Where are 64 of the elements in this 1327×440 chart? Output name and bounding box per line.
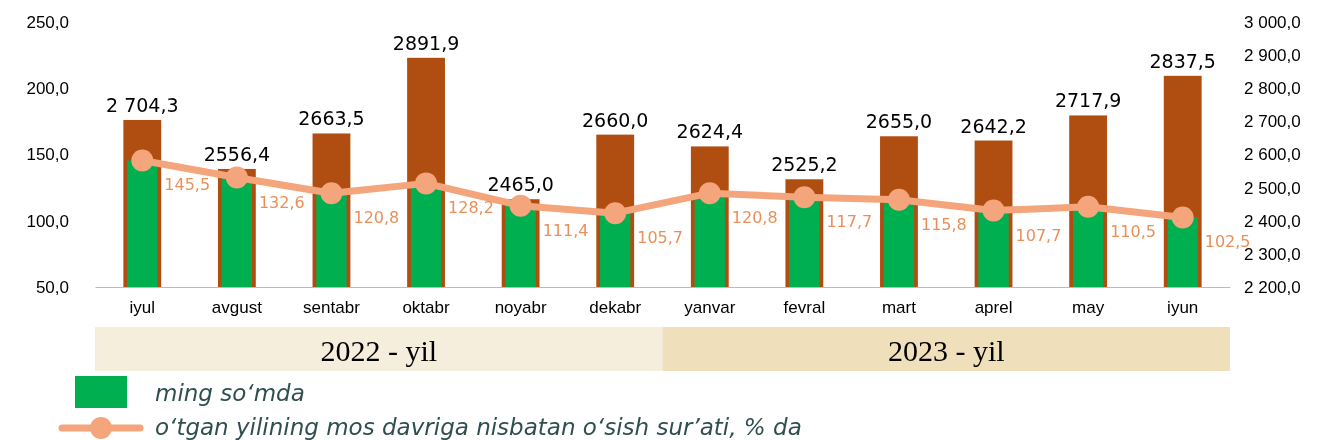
data-label: 128,2	[448, 198, 494, 218]
data-label: 2663,5	[298, 107, 365, 130]
data-label: 110,5	[1110, 221, 1156, 241]
point	[793, 186, 816, 209]
data-label: 2717,9	[1054, 89, 1122, 112]
x-tick-label: noyabr	[494, 298, 547, 318]
x-tick-label: iyun	[1167, 298, 1199, 318]
data-label: 111,4	[542, 220, 589, 240]
legend-label: ming so‘mda	[155, 380, 305, 406]
y2-tick-label: 2 600,0	[1244, 145, 1301, 165]
x-tick-label: sentabr	[303, 298, 361, 318]
data-label: 105,7	[637, 228, 684, 248]
x-tick-label: iyul	[129, 298, 156, 318]
y-tick-label: 50,0	[35, 277, 69, 297]
data-label: 120,8	[731, 208, 778, 228]
data-label: 2465,0	[487, 173, 554, 196]
point	[131, 149, 154, 172]
data-label: 2837,5	[1149, 49, 1216, 72]
data-label: 2556,4	[203, 142, 271, 165]
point	[225, 166, 248, 189]
point	[1171, 206, 1194, 229]
y-tick-label: 150,0	[26, 145, 69, 165]
data-label: 2655,0	[865, 110, 933, 133]
y-tick-label: 200,0	[26, 79, 69, 99]
y-tick-label: 100,0	[26, 211, 69, 231]
x-tick-label: dekabr	[589, 298, 642, 318]
x-tick-label: mart	[881, 298, 917, 318]
y2-tick-label: 2 900,0	[1244, 46, 1301, 66]
point	[1077, 195, 1100, 218]
point	[887, 188, 910, 211]
x-tick-label: may	[1072, 298, 1105, 318]
point	[415, 172, 438, 195]
point	[698, 182, 721, 205]
x-tick-label: oktabr	[402, 298, 450, 318]
data-label: 2525,2	[771, 153, 838, 176]
data-label: 2642,2	[960, 114, 1027, 137]
point	[982, 199, 1005, 222]
data-label: 115,8	[920, 214, 967, 234]
legend-label: o‘tgan yilining mos davriga nisbatan o‘sish sur’ati, % da	[155, 414, 802, 440]
data-label: 117,7	[826, 212, 873, 232]
y2-tick-label: 3 000,0	[1244, 12, 1301, 32]
x-tick-label: aprel	[974, 298, 1013, 318]
x-tick-label: yanvar	[684, 298, 736, 318]
data-label: 120,8	[353, 208, 400, 228]
x-tick-label: fevral	[783, 298, 826, 318]
y-tick-label: 250,0	[26, 12, 69, 32]
data-label: 2 704,3	[106, 93, 179, 116]
y2-tick-label: 2 800,0	[1244, 79, 1301, 99]
point	[320, 182, 343, 205]
point	[509, 194, 532, 217]
y2-tick-label: 2 400,0	[1244, 211, 1301, 231]
y2-tick-label: 2 700,0	[1244, 112, 1301, 132]
point	[604, 202, 627, 225]
text: 2023 - yil	[887, 334, 1005, 367]
data-label: 145,5	[164, 175, 211, 195]
data-label: 2624,4	[676, 120, 744, 143]
x-tick-label: avgust	[211, 298, 263, 318]
data-label: 132,6	[258, 192, 305, 212]
data-label: 2891,9	[392, 31, 460, 54]
y2-tick-label: 2 500,0	[1244, 178, 1301, 198]
data-label: 2660,0	[581, 108, 649, 131]
text: 2022 - yil	[320, 334, 438, 367]
data-label: 107,7	[1015, 225, 1062, 245]
y2-tick-label: 2 200,0	[1244, 277, 1301, 297]
